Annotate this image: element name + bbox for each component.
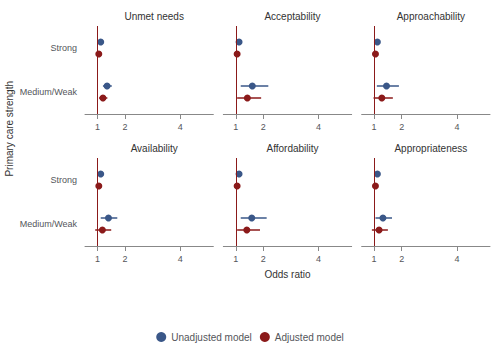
svg-text:2: 2 <box>261 122 266 132</box>
svg-text:4: 4 <box>454 254 459 264</box>
svg-text:2: 2 <box>399 122 404 132</box>
svg-text:1: 1 <box>372 254 377 264</box>
svg-text:2: 2 <box>123 254 128 264</box>
svg-text:4: 4 <box>178 122 183 132</box>
svg-text:Appropriateness: Appropriateness <box>394 143 467 154</box>
svg-text:Affordability: Affordability <box>266 143 318 154</box>
svg-text:1: 1 <box>95 122 100 132</box>
svg-text:4: 4 <box>316 254 321 264</box>
svg-text:Odds ratio: Odds ratio <box>264 269 311 280</box>
svg-text:Availability: Availability <box>131 143 178 154</box>
svg-text:Strong: Strong <box>50 175 77 185</box>
svg-text:2: 2 <box>261 254 266 264</box>
svg-text:Unmet needs: Unmet needs <box>124 11 183 22</box>
svg-text:Medium/Weak: Medium/Weak <box>20 219 78 229</box>
svg-text:Strong: Strong <box>50 43 77 53</box>
svg-text:1: 1 <box>233 254 238 264</box>
svg-text:Approachability: Approachability <box>397 11 465 22</box>
svg-text:Unadjusted model: Unadjusted model <box>171 332 252 343</box>
svg-text:Adjusted model: Adjusted model <box>275 332 344 343</box>
svg-text:4: 4 <box>454 122 459 132</box>
svg-text:2: 2 <box>399 254 404 264</box>
svg-text:1: 1 <box>372 122 377 132</box>
svg-text:Acceptability: Acceptability <box>264 11 320 22</box>
svg-text:4: 4 <box>178 254 183 264</box>
svg-text:4: 4 <box>316 122 321 132</box>
svg-text:Medium/Weak: Medium/Weak <box>20 87 78 97</box>
svg-text:1: 1 <box>95 254 100 264</box>
svg-text:Primary care strength: Primary care strength <box>4 81 15 177</box>
svg-text:1: 1 <box>233 122 238 132</box>
svg-text:2: 2 <box>123 122 128 132</box>
